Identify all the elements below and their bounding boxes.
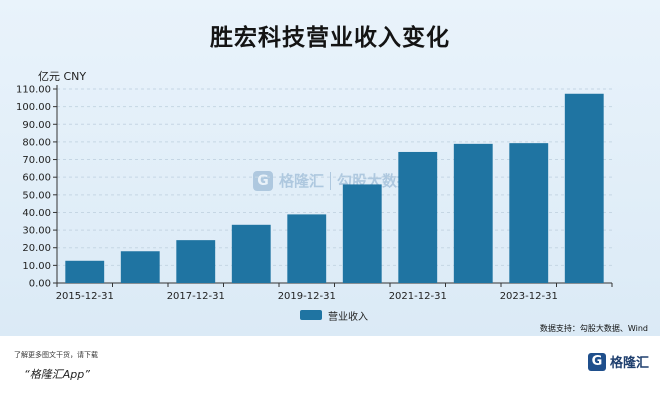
y-tick-label: 80.00: [22, 137, 51, 148]
y-tick-label: 30.00: [22, 226, 51, 237]
bar: [398, 151, 438, 283]
bar: [342, 184, 382, 283]
footer-note: 了解更多图文干货，请下载: [14, 351, 98, 359]
x-tick-label: 2015-12-31: [56, 291, 114, 302]
chart-panel: [0, 0, 660, 336]
gelonghui-footer-logo-icon: G: [588, 352, 606, 371]
y-tick-label: 110.00: [16, 85, 51, 96]
footer-brand-name: 格隆汇: [610, 356, 650, 371]
bar: [453, 143, 493, 283]
legend-label: 营业收入: [328, 311, 368, 323]
y-axis-unit-label: 亿元 CNY: [38, 70, 87, 83]
y-tick-label: 0.00: [29, 279, 51, 290]
bar: [176, 240, 216, 283]
x-tick-label: 2021-12-31: [389, 291, 447, 302]
y-tick-label: 100.00: [16, 102, 51, 113]
chart-title: 胜宏科技营业收入变化: [210, 25, 450, 51]
bar: [120, 251, 160, 283]
y-tick-label: 70.00: [22, 155, 51, 166]
bar-chart: 0.00 10.00 20.00 30.00 40.00 50.00 60.00 70.00 8…: [16, 85, 613, 302]
x-tick-label: 2019-12-31: [278, 291, 336, 302]
y-tick-label: 10.00: [22, 261, 51, 272]
legend-swatch: [300, 310, 322, 320]
y-tick-label: 40.00: [22, 208, 51, 219]
y-tick-label: 60.00: [22, 173, 51, 184]
footer-app-name[interactable]: “格隆汇App”: [24, 368, 90, 381]
bar: [564, 93, 604, 284]
data-source: 数据支持：勾股大数据、Wind: [539, 324, 648, 333]
x-tick-label: 2017-12-31: [167, 291, 225, 302]
bar: [509, 143, 549, 283]
y-tick-label: 20.00: [22, 243, 51, 254]
bar: [231, 224, 271, 283]
y-tick-label: 90.00: [22, 120, 51, 131]
chart-legend: 营业收入: [300, 308, 368, 323]
footer-brand[interactable]: G 格隆汇: [588, 352, 649, 371]
bar: [65, 260, 105, 283]
bar: [287, 214, 327, 283]
y-tick-label: 50.00: [22, 190, 51, 201]
x-tick-label: 2023-12-31: [500, 291, 558, 302]
